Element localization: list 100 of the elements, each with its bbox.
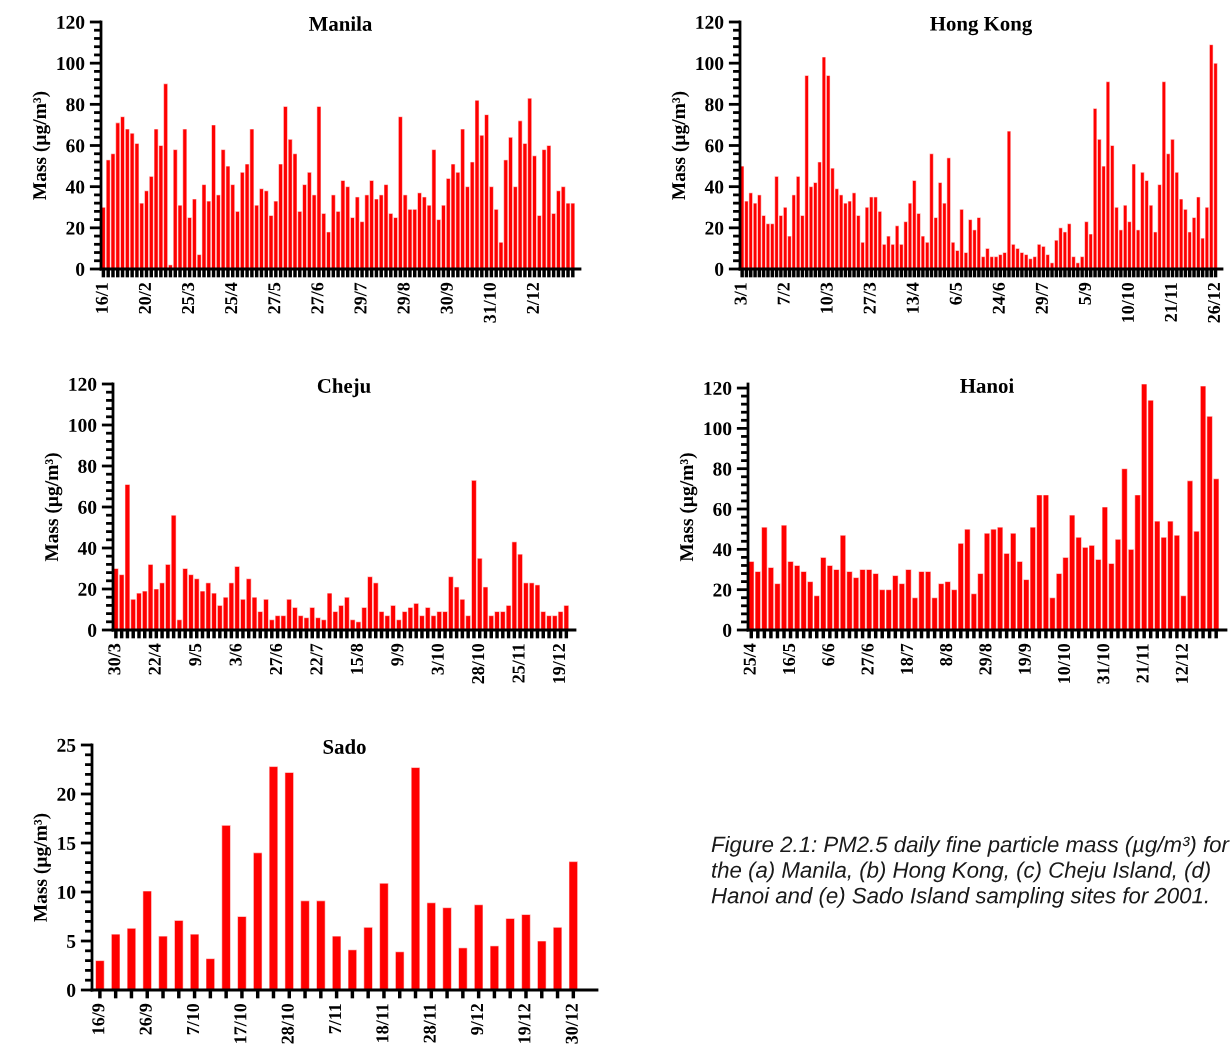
x-tick-label: 28/10 xyxy=(281,1003,294,1044)
y-tick-label: 5 xyxy=(67,935,76,948)
x-tick-label: 25/3 xyxy=(182,282,195,314)
x-tick-label: 18/11 xyxy=(376,1004,389,1042)
bar xyxy=(804,75,809,269)
y-tick-label: 60 xyxy=(66,139,85,153)
y-tick-label: 100 xyxy=(704,422,732,436)
bar xyxy=(111,933,121,990)
x-tick-label: 15/8 xyxy=(350,643,363,674)
y-tick-label: 120 xyxy=(704,381,732,395)
x-tick-label: 26/9 xyxy=(139,1003,152,1035)
bar xyxy=(894,225,900,269)
x-tick-label: 12/12 xyxy=(1175,643,1188,683)
x-tick-label: 16/9 xyxy=(92,1003,105,1034)
bar xyxy=(383,184,389,269)
x-tick-label: 9/5 xyxy=(189,643,202,666)
bar xyxy=(1041,246,1046,269)
y-tick-label: 0 xyxy=(715,262,724,276)
y-tick-label: 40 xyxy=(704,180,724,194)
bar xyxy=(172,149,178,269)
x-tick-label: 17/10 xyxy=(234,1003,247,1043)
bar xyxy=(1084,221,1089,269)
bar xyxy=(560,186,566,269)
bar xyxy=(354,196,360,269)
bar xyxy=(126,927,137,990)
x-tick-label: 25/4 xyxy=(225,282,238,314)
bar xyxy=(959,209,964,269)
y-tick-label: 20 xyxy=(57,787,76,801)
x-tick-label: 27/3 xyxy=(863,282,876,314)
y-axis-title: Mass (µg/m³) xyxy=(33,813,52,922)
x-tick-label: 30/12 xyxy=(565,1003,578,1044)
y-tick-label: 60 xyxy=(705,139,724,153)
bar xyxy=(1170,139,1175,269)
y-tick-label: 100 xyxy=(69,418,97,432)
bar xyxy=(410,767,421,990)
x-tick-label: 27/6 xyxy=(269,643,283,675)
x-tick-label: 20/2 xyxy=(138,282,152,314)
bar xyxy=(1092,108,1098,269)
x-tick-label: 27/5 xyxy=(268,282,281,314)
bar xyxy=(1105,81,1111,269)
x-tick-label: 31/10 xyxy=(1097,643,1110,684)
y-tick-label: 40 xyxy=(65,180,85,194)
bar xyxy=(153,128,159,269)
x-tick-label: 10/3 xyxy=(820,282,833,313)
bar xyxy=(205,958,215,990)
bar xyxy=(795,176,801,269)
x-tick-label: 28/11 xyxy=(423,1004,436,1043)
bar xyxy=(300,900,310,990)
y-axis-title: Mass (µg/m³) xyxy=(32,91,51,200)
bar xyxy=(1015,248,1020,269)
x-tick-label: 9/12 xyxy=(471,1003,484,1035)
y-tick-label: 10 xyxy=(58,885,76,899)
bar xyxy=(568,861,578,990)
x-tick-label: 7/11 xyxy=(329,1004,342,1034)
bar xyxy=(886,235,891,269)
y-axis-title: Mass (µg/m³) xyxy=(679,453,698,562)
y-tick-label: 25 xyxy=(57,738,76,752)
x-tick-label: 19/12 xyxy=(518,1003,531,1043)
x-tick-label: 24/6 xyxy=(992,282,1005,314)
x-tick-label: 19/9 xyxy=(1018,643,1031,674)
y-tick-label: 20 xyxy=(78,582,97,596)
x-tick-label: 27/6 xyxy=(861,643,874,675)
bar xyxy=(912,180,917,269)
bar xyxy=(347,949,358,990)
y-tick-label: 120 xyxy=(696,15,724,29)
x-tick-label: 29/7 xyxy=(354,282,367,314)
bar xyxy=(489,945,500,990)
y-tick-label: 80 xyxy=(713,462,732,476)
x-tick-label: 29/8 xyxy=(397,282,410,314)
bar xyxy=(1058,227,1063,269)
x-tick-label: 3/1 xyxy=(734,283,747,305)
x-tick-label: 30/3 xyxy=(108,643,121,675)
bar xyxy=(237,916,247,990)
x-tick-label: 7/2 xyxy=(777,282,790,305)
x-tick-label: 16/1 xyxy=(95,283,108,313)
x-tick-label: 10/10 xyxy=(1057,643,1071,683)
x-tick-label: 29/7 xyxy=(1035,282,1048,314)
y-tick-label: 100 xyxy=(696,56,724,71)
chart-title: Manila xyxy=(309,16,373,31)
bar xyxy=(450,163,456,269)
bar xyxy=(442,907,452,990)
x-tick-label: 9/9 xyxy=(391,643,404,666)
chart-title: Hanoi xyxy=(960,378,1014,393)
bar xyxy=(993,256,999,269)
bar xyxy=(1196,196,1201,269)
y-tick-label: 40 xyxy=(77,541,97,555)
bar xyxy=(929,153,934,269)
x-tick-label: 29/8 xyxy=(979,643,992,675)
x-tick-label: 2/12 xyxy=(526,282,540,314)
bar xyxy=(1036,244,1042,269)
x-tick-label: 7/10 xyxy=(186,1003,200,1035)
x-tick-label: 22/4 xyxy=(148,643,161,675)
x-tick-label: 5/9 xyxy=(1078,282,1091,305)
bar xyxy=(851,192,857,269)
bar xyxy=(521,914,531,990)
x-tick-label: 21/11 xyxy=(1164,283,1178,322)
bar xyxy=(537,940,547,990)
y-tick-label: 80 xyxy=(66,98,85,112)
y-tick-label: 0 xyxy=(88,623,97,637)
bar xyxy=(517,120,523,269)
